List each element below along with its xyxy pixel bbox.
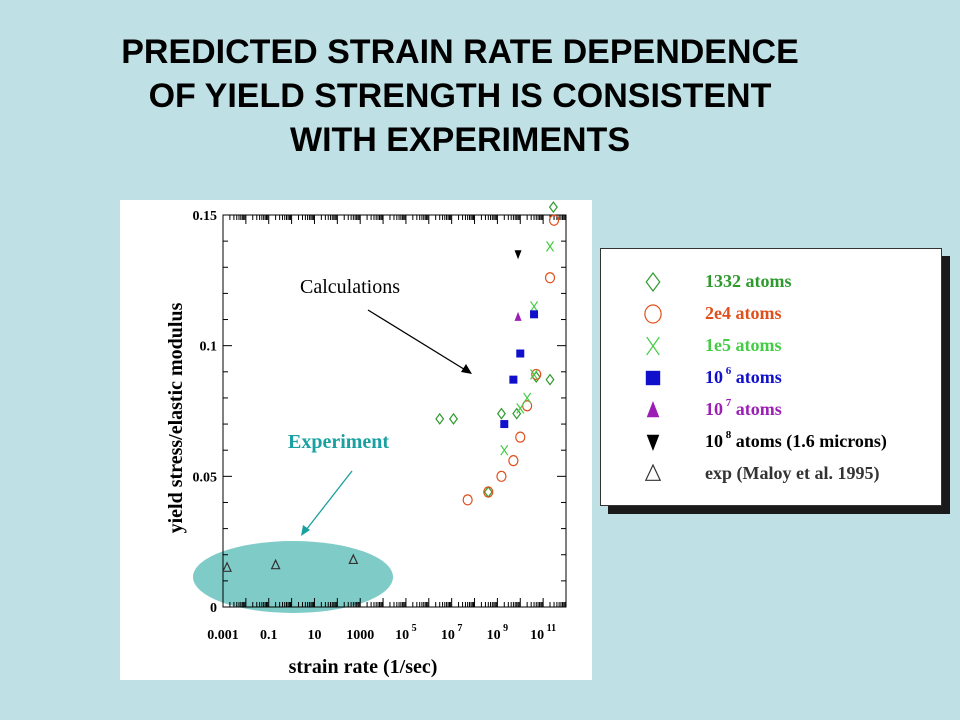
data-point-circle-7 <box>544 272 556 284</box>
data-point-circle-3 <box>508 455 519 467</box>
data-point-diamond-4 <box>512 407 522 420</box>
data-point-x-5 <box>546 241 555 252</box>
data-point-circle-2 <box>496 470 507 482</box>
annotation-calculations: Calculations <box>300 276 400 298</box>
data-point-triangle-open-2 <box>348 553 359 565</box>
legend-item: 10 8 atoms (1.6 microns) <box>601 427 941 457</box>
legend-item: 1332 atoms <box>601 267 941 297</box>
legend-label: 10 8 atoms (1.6 microns) <box>705 429 887 451</box>
x-tick-label-3: 1000 <box>346 628 374 643</box>
annotation-experiment: Experiment <box>288 431 389 453</box>
calculations-arrow-line <box>367 309 468 372</box>
title-line-3: WITH EXPERIMENTS <box>289 121 631 159</box>
legend-symbol-triangle-down <box>646 434 660 451</box>
legend-label: 2e4 atoms <box>705 303 782 323</box>
legend-marker-triangle-open <box>644 463 662 481</box>
y-tick-label-1: 0.05 <box>193 470 218 485</box>
data-point-triangle-down-0 <box>514 250 522 260</box>
legend-item: 10 6 atoms <box>601 363 941 393</box>
legend-marker-circle <box>644 304 662 324</box>
legend-symbol-diamond <box>645 272 661 292</box>
data-point-circle-4 <box>515 431 526 443</box>
plot-frame <box>222 214 567 608</box>
data-point-diamond-3 <box>496 407 506 420</box>
data-point-diamond-1 <box>448 412 458 425</box>
legend-label: 1332 atoms <box>705 271 792 291</box>
data-point-x-4 <box>530 301 539 312</box>
data-point-square-0 <box>500 420 509 429</box>
y-tick-label-0: 0 <box>210 601 217 616</box>
x-tick-label-1: 0.1 <box>260 628 278 643</box>
legend-marker-x <box>646 336 660 356</box>
legend-symbol-circle <box>644 304 662 324</box>
x-tick-label-4: 10 5 <box>395 623 417 643</box>
data-point-triangle-open-0 <box>222 561 232 572</box>
data-point-diamond-6 <box>545 373 555 386</box>
legend-item: 2e4 atoms <box>601 299 941 329</box>
x-tick-label-5: 10 7 <box>441 623 463 643</box>
data-point-circle-6 <box>531 368 542 381</box>
data-point-square-3 <box>530 310 539 319</box>
legend-label: 10 7 atoms <box>705 397 782 419</box>
x-tick-label-2: 10 <box>307 628 321 643</box>
legend-symbol-triangle-up <box>646 401 660 418</box>
legend-label: exp (Maloy et al. 1995) <box>705 463 880 483</box>
x-tick-label-0: 0.001 <box>207 628 239 643</box>
legend-marker-triangle-down <box>646 434 660 451</box>
y-axis-title: yield stress/elastic modulus <box>165 302 187 533</box>
legend-symbol-square <box>645 370 661 386</box>
title-line-1: PREDICTED STRAIN RATE DEPENDENCE <box>121 33 799 71</box>
data-point-square-1 <box>509 375 518 384</box>
legend-label: 10 6 atoms <box>705 365 782 387</box>
data-point-circle-0 <box>462 494 473 506</box>
data-point-x-0 <box>500 444 509 456</box>
data-point-x-3 <box>530 369 539 380</box>
data-point-x-1 <box>516 403 525 414</box>
data-point-diamond-7 <box>548 201 558 214</box>
data-point-diamond-0 <box>435 412 445 425</box>
y-tick-label-3: 0.15 <box>193 209 218 224</box>
legend-symbol-triangle-open <box>644 463 662 481</box>
data-point-triangle-open-1 <box>270 558 281 570</box>
legend-symbol-x <box>646 336 660 356</box>
calculations-arrow-head <box>461 364 472 374</box>
x-axis-title: strain rate (1/sec) <box>289 656 438 678</box>
data-point-x-2 <box>523 392 532 404</box>
data-point-triangle-up-0 <box>514 311 522 321</box>
data-point-square-2 <box>516 349 525 358</box>
x-tick-label-6: 10 9 <box>487 623 509 643</box>
legend-label: 1e5 atoms <box>705 335 782 355</box>
legend-marker-diamond <box>645 272 661 292</box>
data-point-circle-8 <box>548 214 560 226</box>
legend: 1332 atoms 2e4 atoms 1e5 atoms 10 6 atoms 10… <box>600 248 942 506</box>
experiment-arrow-head <box>301 525 310 536</box>
plot-panel: 0.001 0.1 10 1000 10 5 10 7 10 9 10 11 0 0.05 0.1 0… <box>120 200 592 680</box>
legend-item: exp (Maloy et al. 1995) <box>601 459 941 489</box>
x-tick-label-7: 10 11 <box>530 623 556 643</box>
slide-title: PREDICTED STRAIN RATE DEPENDENCE OF YIEL… <box>40 30 880 162</box>
title-line-2: OF YIELD STRENGTH IS CONSISTENT <box>148 77 772 115</box>
legend-marker-square <box>645 370 661 386</box>
legend-item: 1e5 atoms <box>601 331 941 361</box>
legend-marker-triangle-up <box>646 401 660 418</box>
experiment-arrow-line <box>305 470 353 531</box>
experiment-highlight-ellipse <box>193 541 393 613</box>
scatter-chart: 0.001 0.1 10 1000 10 5 10 7 10 9 10 11 0 0.05 0.1 0… <box>165 201 567 678</box>
legend-item: 10 7 atoms <box>601 395 941 425</box>
y-tick-label-2: 0.1 <box>200 340 218 355</box>
data-point-circle-1 <box>483 486 494 498</box>
